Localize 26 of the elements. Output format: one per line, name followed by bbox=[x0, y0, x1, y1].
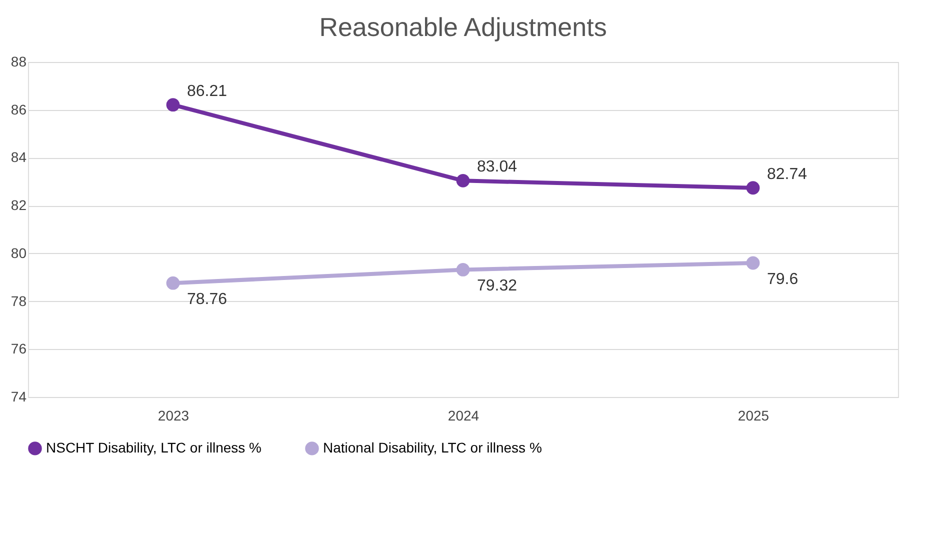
data-label: 82.74 bbox=[767, 166, 808, 183]
x-tick-label: 2025 bbox=[738, 408, 770, 424]
data-label: 79.6 bbox=[767, 271, 798, 288]
y-tick-label: 84 bbox=[10, 149, 27, 166]
point bbox=[456, 174, 470, 188]
point bbox=[166, 98, 180, 112]
point bbox=[746, 256, 760, 270]
data-label: 79.32 bbox=[477, 278, 518, 295]
point bbox=[166, 276, 180, 290]
data-label: 86.21 bbox=[187, 82, 228, 100]
data-label: 78.76 bbox=[187, 291, 228, 308]
x-tick-label: 2023 bbox=[158, 408, 190, 424]
y-tick-label: 78 bbox=[10, 292, 27, 309]
legend-label: NSCHT Disability, LTC or illness % bbox=[46, 439, 262, 456]
x-tick-label: 2024 bbox=[448, 408, 480, 424]
legend-label: National Disability, LTC or illness % bbox=[323, 439, 542, 456]
y-tick-label: 86 bbox=[10, 101, 27, 118]
y-tick-label: 80 bbox=[10, 244, 27, 261]
y-tick-label: 88 bbox=[10, 54, 27, 70]
point bbox=[456, 263, 470, 276]
point bbox=[746, 181, 760, 195]
y-tick-label: 74 bbox=[10, 388, 27, 404]
y-tick-label: 82 bbox=[10, 197, 27, 214]
data-label: 83.04 bbox=[477, 158, 518, 176]
chart-title: Reasonable Adjustments bbox=[319, 12, 607, 42]
y-tick-label: 76 bbox=[10, 340, 27, 357]
